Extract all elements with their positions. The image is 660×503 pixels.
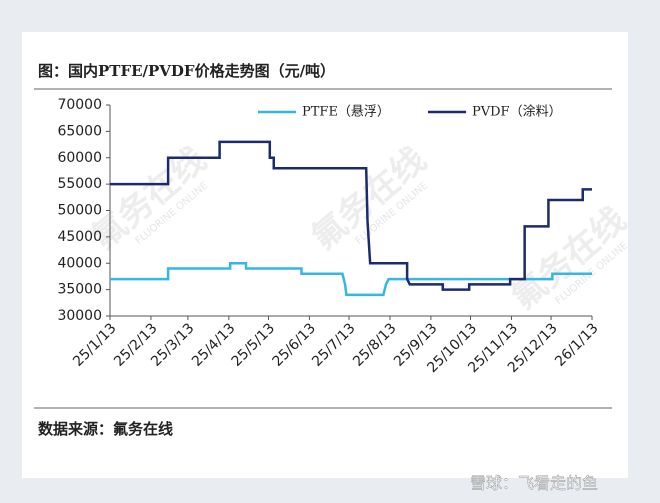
- series-line: [110, 140, 592, 291]
- chart-title: 图：国内PTFE/PVDF价格走势图（元/吨）: [38, 62, 335, 80]
- series-line: [110, 262, 592, 297]
- y-tick-label: 65000: [57, 123, 102, 139]
- y-tick-label: 45000: [57, 229, 102, 245]
- source: 数据来源：氟务在线: [38, 420, 173, 438]
- legend-label: PVDF（涂料）: [472, 104, 562, 120]
- y-tick-label: 30000: [57, 308, 102, 324]
- legend-label: PTFE（悬浮）: [302, 105, 390, 120]
- y-tick-label: 60000: [57, 150, 102, 166]
- footer-watermark: 雪球：飞看走的鱼: [470, 474, 598, 493]
- y-tick-label: 70000: [57, 97, 102, 113]
- y-tick-label: 50000: [57, 203, 102, 219]
- y-tick-label: 35000: [57, 282, 102, 298]
- y-tick-label: 55000: [57, 176, 102, 192]
- panel: [22, 32, 628, 478]
- y-tick-label: 40000: [57, 255, 102, 271]
